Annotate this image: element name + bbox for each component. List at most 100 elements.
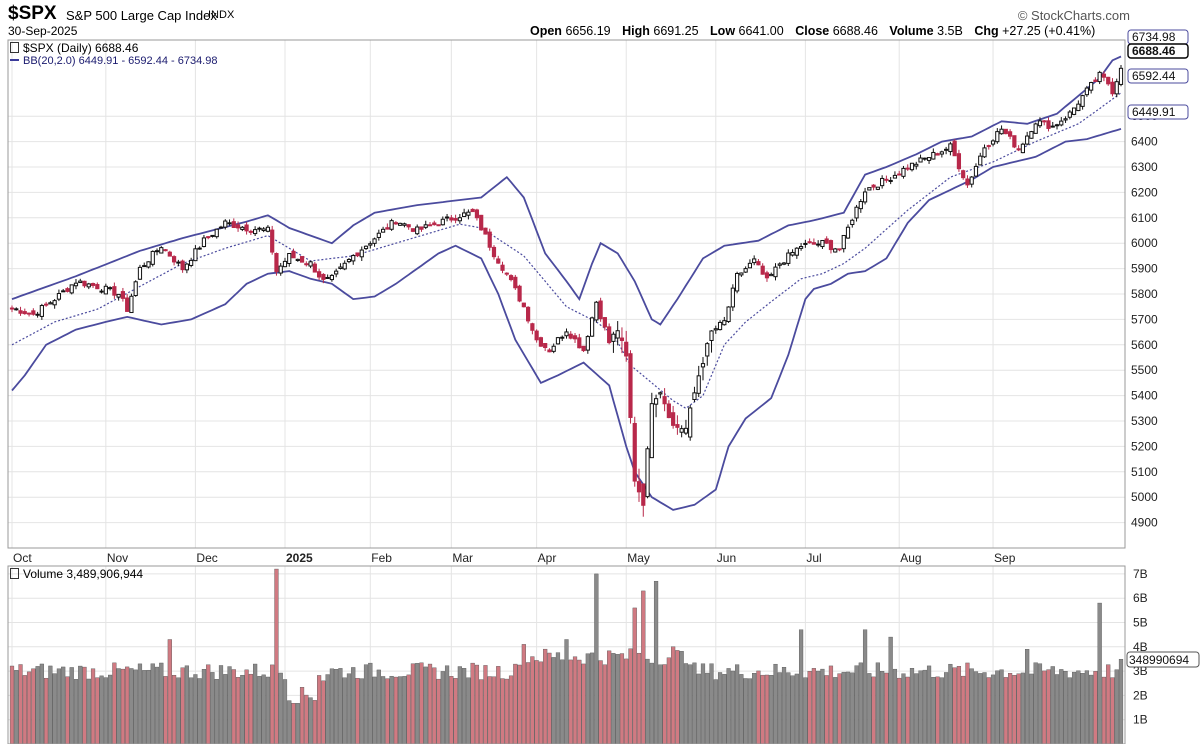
candle-body (304, 263, 309, 266)
brand-watermark[interactable]: © StockCharts.com (1017, 8, 1130, 23)
volume-bar (321, 680, 326, 744)
volume-bar (726, 668, 731, 744)
candle-body (560, 336, 565, 339)
candle-body (227, 222, 232, 225)
volume-bar (26, 671, 32, 744)
volume-bar (142, 670, 147, 744)
line-icon (10, 59, 19, 61)
candle-body (999, 128, 1004, 135)
volume-bar (227, 666, 232, 744)
volume-bar (884, 672, 889, 744)
ticker-symbol: $SPX (8, 3, 57, 24)
volume-bar (90, 668, 96, 744)
candle-body (871, 184, 876, 188)
candle-body (845, 226, 851, 239)
price-tick-label: 5200 (1131, 439, 1158, 453)
candle-body (380, 228, 386, 233)
candle-body (265, 226, 271, 232)
candle-body (235, 224, 241, 229)
candle-body (636, 481, 642, 493)
volume-bar (479, 679, 484, 744)
candle-body (338, 266, 343, 269)
volume-bar (585, 653, 590, 744)
volume-bar (858, 662, 863, 744)
candle-body (406, 224, 411, 228)
volume-bar (538, 661, 544, 744)
legend-bb: BB(20,2.0) 6449.91 - 6592.44 - 6734.98 (10, 55, 217, 67)
volume-bar (1037, 663, 1043, 744)
candle-body (820, 239, 825, 248)
candle-body (730, 287, 735, 308)
volume-bar (850, 672, 855, 744)
volume-bar (880, 671, 885, 744)
candle-body (436, 224, 441, 227)
candle-body (1008, 131, 1013, 137)
volume-bar (56, 668, 62, 744)
volume-bar (150, 663, 155, 744)
candle-body (48, 302, 53, 305)
candle-body (496, 258, 501, 264)
price-candles (9, 65, 1124, 517)
candle-body (521, 302, 526, 308)
volume-bar (526, 662, 531, 744)
volume-bar (662, 664, 667, 744)
candle-body (1118, 67, 1124, 85)
volume-bar (931, 677, 936, 744)
candle-body (1101, 73, 1107, 78)
volume-bar (235, 677, 241, 744)
volume-bar (675, 650, 680, 744)
x-tick-label: 2025 (286, 551, 313, 565)
candle-body (666, 403, 671, 419)
candle-body (500, 264, 505, 271)
volume-bar (739, 674, 744, 744)
volume-bar (462, 668, 467, 744)
candle-body (965, 178, 970, 186)
volume-bar (871, 676, 876, 744)
volume-bar (555, 652, 561, 744)
candle-body (133, 281, 138, 297)
candle-body (607, 326, 612, 344)
x-tick-label: Jul (806, 551, 821, 565)
volume-bar (261, 674, 266, 744)
volume-tick-label: 4B (1133, 640, 1148, 654)
candle-body (764, 272, 770, 279)
axes (7, 39, 1126, 744)
volume-bar (163, 676, 168, 744)
volume-bar (722, 674, 727, 744)
volume-bar (103, 677, 108, 744)
candle-body (432, 222, 437, 226)
volume-bar (594, 573, 599, 744)
volume-bar (709, 663, 714, 744)
candle-body (700, 363, 706, 368)
volume-bar (1084, 670, 1089, 744)
volume-bar (828, 665, 834, 744)
volume-bar (517, 664, 522, 744)
candle-body (658, 392, 663, 395)
volume-bar (867, 673, 872, 744)
candle-body (995, 131, 1000, 143)
volume-tag-box (1126, 651, 1200, 668)
legend-volume: Volume 3,489,906,944 (10, 567, 143, 581)
volume-bar (939, 677, 944, 744)
candle-body (462, 212, 467, 218)
volume-bar (705, 672, 710, 744)
candle-body (35, 313, 40, 316)
candle-body (837, 248, 842, 251)
candle-body (1089, 82, 1094, 91)
candle-body (811, 242, 816, 245)
volume-bar (735, 664, 740, 744)
price-tick-label: 6200 (1131, 185, 1158, 199)
candle-body (922, 157, 927, 160)
candle-body (299, 256, 305, 263)
candle-body (513, 276, 518, 289)
volume-bar (653, 580, 659, 744)
volume-bar (730, 670, 735, 744)
candle-body (1093, 79, 1098, 82)
volume-bar (777, 672, 782, 744)
candle-body (193, 248, 198, 262)
candle-body (526, 306, 531, 322)
candle-body (897, 173, 902, 176)
candle-body (833, 248, 838, 253)
volume-bar (756, 670, 761, 744)
candle-body (624, 341, 629, 357)
